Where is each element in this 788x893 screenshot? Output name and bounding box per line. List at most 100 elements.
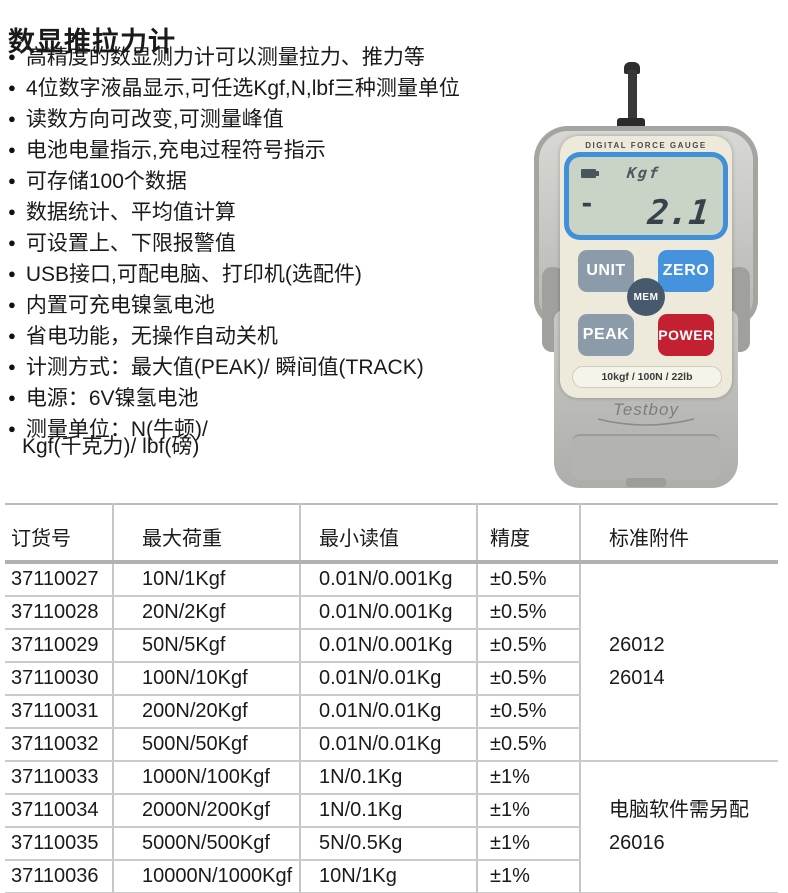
accessory-line: 26016 — [609, 832, 665, 854]
min-reading-cell: 5N/0.5Kg — [300, 827, 478, 861]
table-row: 37110027 10N/1Kgf 0.01N/0.001Kg ±0.5% 26… — [5, 562, 778, 762]
max-load-cell: 10000N/1000Kgf — [113, 860, 301, 893]
col-header-max-load: 最大荷重 — [113, 503, 301, 564]
feature-item: 读数方向可改变,可测量峰值 — [8, 104, 520, 135]
accessory-line: 26014 — [609, 667, 665, 689]
accuracy-cell: ±1% — [477, 794, 581, 828]
accuracy-cell: ±0.5% — [477, 596, 581, 630]
feature-item: 内置可充电镍氢电池 — [8, 290, 520, 321]
min-reading-cell: 1N/0.1Kg — [300, 794, 478, 828]
feature-item: 计测方式：最大值(PEAK)/ 瞬间值(TRACK) — [8, 352, 520, 383]
brand-logo-text: Testboy — [613, 400, 679, 419]
brand-swoosh-icon — [597, 418, 695, 426]
order-no-cell: 37110028 — [5, 596, 114, 630]
col-header-min-reading: 最小读值 — [300, 503, 478, 564]
accessory-line: 电脑软件需另配 — [609, 799, 749, 821]
max-load-cell: 100N/10Kgf — [113, 662, 301, 696]
table-row: 37110033 1000N/100Kgf 1N/0.1Kg ±1% 电脑软件需… — [5, 761, 778, 893]
max-load-cell: 20N/2Kgf — [113, 596, 301, 630]
bottom-tab — [626, 478, 666, 487]
table-row: 37110030 100N/10Kgf 0.01N/0.01Kg ±0.5% — [5, 662, 778, 696]
accessories-cell-group-1: 26012 26014 — [580, 562, 778, 762]
lcd-screen: Kgf - 2.1 — [569, 157, 723, 235]
spec-header-row: 订货号 最大荷重 最小读值 精度 标准附件 — [5, 503, 778, 564]
brand-logo: Testboy — [520, 400, 772, 429]
min-reading-cell: 0.01N/0.01Kg — [300, 695, 478, 729]
col-header-accessories: 标准附件 — [580, 503, 778, 564]
order-no-cell: 37110036 — [5, 860, 114, 893]
order-no-cell: 37110035 — [5, 827, 114, 861]
table-row: 37110028 20N/2Kgf 0.01N/0.001Kg ±0.5% — [5, 596, 778, 630]
accuracy-cell: ±0.5% — [477, 662, 581, 696]
max-load-cell: 500N/50Kgf — [113, 728, 301, 762]
table-row: 37110035 5000N/500Kgf 5N/0.5Kg ±1% — [5, 827, 778, 861]
feature-item: 电源：6V镍氢电池 — [8, 383, 520, 414]
feature-list: 高精度的数显测力计可以测量拉力、推力等 4位数字液晶显示,可任选Kgf,N,lb… — [8, 42, 520, 445]
col-header-accuracy: 精度 — [477, 503, 581, 564]
accuracy-cell: ±0.5% — [477, 728, 581, 762]
table-row: 37110029 50N/5Kgf 0.01N/0.001Kg ±0.5% — [5, 629, 778, 663]
order-no-cell: 37110033 — [5, 761, 114, 795]
accessory-line: 26012 — [609, 634, 665, 656]
accuracy-cell: ±0.5% — [477, 562, 581, 597]
lcd-value-readout: 2.1 — [645, 193, 712, 233]
order-no-cell: 37110032 — [5, 728, 114, 762]
min-reading-cell: 0.01N/0.01Kg — [300, 662, 478, 696]
accuracy-cell: ±1% — [477, 827, 581, 861]
accuracy-cell: ±1% — [477, 860, 581, 893]
max-load-cell: 200N/20Kgf — [113, 695, 301, 729]
min-reading-cell: 1N/0.1Kg — [300, 761, 478, 795]
feature-item-continuation: Kgf(千克力)/ lbf(磅) — [22, 435, 200, 458]
max-load-cell: 10N/1Kgf — [113, 562, 301, 597]
spec-table: 订货号 最大荷重 最小读值 精度 标准附件 37110027 10N/1Kgf … — [5, 503, 778, 893]
col-header-order-no: 订货号 — [5, 503, 114, 564]
order-no-cell: 37110034 — [5, 794, 114, 828]
power-button: POWER — [658, 314, 714, 356]
accuracy-cell: ±0.5% — [477, 629, 581, 663]
panel-title: DIGITAL FORCE GAUGE — [585, 141, 707, 150]
min-reading-cell: 10N/1Kg — [300, 860, 478, 893]
max-load-cell: 1000N/100Kgf — [113, 761, 301, 795]
order-no-cell: 37110031 — [5, 695, 114, 729]
capacity-label: 10kgf / 100N / 22lb — [572, 366, 722, 388]
mem-button: MEM — [627, 278, 665, 316]
lcd-minus-sign: - — [579, 189, 595, 219]
accuracy-cell: ±1% — [477, 761, 581, 795]
feature-item: 数据统计、平均值计算 — [8, 197, 520, 228]
accessories-cell-group-2: 电脑软件需另配 26016 — [580, 761, 778, 893]
lcd-frame: Kgf - 2.1 — [564, 152, 728, 240]
max-load-cell: 2000N/200Kgf — [113, 794, 301, 828]
feature-item: 4位数字液晶显示,可任选Kgf,N,lbf三种测量单位 — [8, 73, 520, 104]
min-reading-cell: 0.01N/0.001Kg — [300, 629, 478, 663]
battery-icon — [581, 169, 599, 178]
table-row: 37110034 2000N/200Kgf 1N/0.1Kg ±1% — [5, 794, 778, 828]
lcd-unit-readout: Kgf — [626, 164, 662, 182]
probe-shaft — [628, 70, 637, 122]
order-no-cell: 37110027 — [5, 562, 114, 597]
zero-button: ZERO — [658, 250, 714, 292]
product-photo: DIGITAL FORCE GAUGE Kgf - 2.1 UNIT ZERO … — [520, 62, 772, 494]
probe-collar — [617, 118, 645, 129]
max-load-cell: 5000N/500Kgf — [113, 827, 301, 861]
max-load-cell: 50N/5Kgf — [113, 629, 301, 663]
order-no-cell: 37110029 — [5, 629, 114, 663]
feature-item: 高精度的数显测力计可以测量拉力、推力等 — [8, 42, 520, 73]
feature-item: 测量单位：N(牛顿)/ — [8, 414, 520, 445]
feature-item: 可存储100个数据 — [8, 166, 520, 197]
feature-item: 电池电量指示,充电过程符号指示 — [8, 135, 520, 166]
order-no-cell: 37110030 — [5, 662, 114, 696]
min-reading-cell: 0.01N/0.001Kg — [300, 562, 478, 597]
table-row: 37110031 200N/20Kgf 0.01N/0.01Kg ±0.5% — [5, 695, 778, 729]
peak-button: PEAK — [578, 314, 634, 356]
table-row: 37110036 10000N/1000Kgf 10N/1Kg ±1% — [5, 860, 778, 893]
feature-item: USB接口,可配电脑、打印机(选配件) — [8, 259, 520, 290]
accuracy-cell: ±0.5% — [477, 695, 581, 729]
feature-item: 可设置上、下限报警值 — [8, 228, 520, 259]
unit-button: UNIT — [578, 250, 634, 292]
table-row: 37110032 500N/50Kgf 0.01N/0.01Kg ±0.5% — [5, 728, 778, 762]
feature-item: 省电功能，无操作自动关机 — [8, 321, 520, 352]
min-reading-cell: 0.01N/0.01Kg — [300, 728, 478, 762]
battery-cover — [572, 434, 720, 480]
min-reading-cell: 0.01N/0.001Kg — [300, 596, 478, 630]
